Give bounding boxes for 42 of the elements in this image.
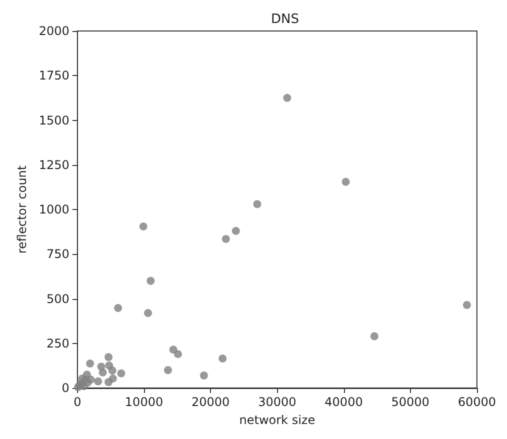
x-tick-label: 30000	[258, 395, 296, 409]
point	[117, 369, 126, 378]
x-tick-label: 40000	[324, 395, 363, 409]
point	[146, 276, 155, 285]
point	[253, 200, 262, 208]
point	[218, 354, 227, 363]
y-tick-label: 1750	[38, 68, 70, 83]
y-tick-label: 750	[46, 247, 70, 262]
point	[108, 366, 116, 375]
y-tick-label: 2000	[38, 24, 70, 38]
x-tick-label: 60000	[458, 395, 496, 409]
y-tick-label: 1500	[38, 113, 70, 128]
x-axis-title: network size	[239, 413, 316, 427]
y-tick-label: 1000	[38, 202, 70, 216]
y-axis-title: reflector count	[15, 165, 29, 254]
point	[104, 353, 113, 362]
point	[232, 226, 240, 235]
x-tick-label: 10000	[124, 395, 164, 409]
y-tick-label: 500	[46, 292, 70, 306]
point	[94, 377, 102, 386]
point	[200, 372, 208, 380]
chart-title: DNS	[271, 12, 299, 27]
point	[144, 309, 152, 318]
y-tick-label: 0	[62, 381, 70, 395]
point	[86, 360, 94, 368]
point	[462, 301, 471, 309]
point	[98, 368, 107, 376]
point	[114, 304, 122, 312]
point	[139, 222, 148, 230]
x-tick-label: 0	[74, 395, 82, 409]
y-tick-label: 250	[46, 336, 70, 350]
point	[174, 350, 182, 358]
x-tick-label: 20000	[192, 395, 230, 409]
point	[342, 178, 350, 186]
point	[169, 346, 178, 354]
y-tick-label: 1250	[38, 158, 70, 172]
x-tick-label: 50000	[391, 395, 430, 409]
point	[370, 332, 378, 340]
point	[164, 366, 172, 374]
point	[108, 374, 117, 383]
point	[222, 234, 230, 243]
point	[283, 94, 292, 102]
